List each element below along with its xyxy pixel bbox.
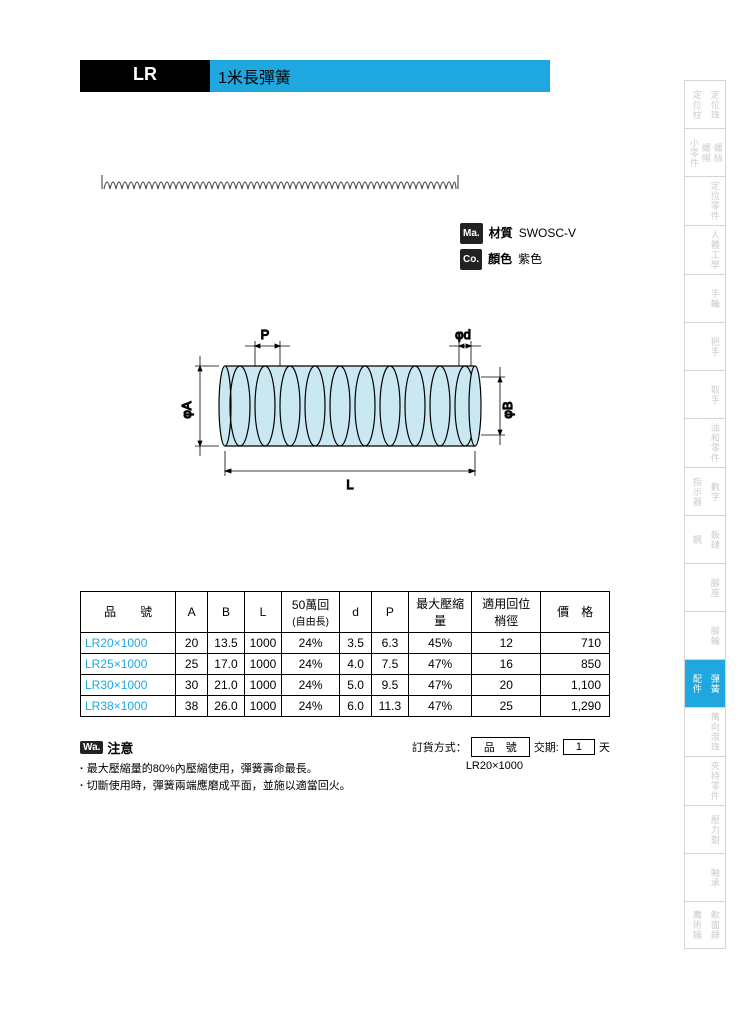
order-info: 訂貨方式： 品 號 交期: 1 天 LR20×1000 xyxy=(412,737,610,796)
sidebar-item[interactable]: 小零件螺帽螺絲 xyxy=(684,128,726,176)
svg-text:φd: φd xyxy=(455,327,471,342)
table-row: LR25×10002517.0100024%4.07.547%16850 xyxy=(81,653,610,674)
spring-diagram: P φd xyxy=(165,311,525,511)
warning-badge: Wa. xyxy=(80,741,103,754)
svg-text:φA: φA xyxy=(179,401,194,418)
table-row: LR20×10002013.5100024%3.56.345%12710 xyxy=(81,632,610,653)
table-header: d xyxy=(340,591,372,632)
note-bullet: 最大壓縮量的80%內壓縮使用，彈簧壽命最長。 xyxy=(80,761,392,779)
sidebar-item[interactable]: 腳座 xyxy=(684,563,726,611)
sidebar-item[interactable]: 定位柱定位珠 xyxy=(684,80,726,128)
page-header: LR 1米長彈簧 xyxy=(80,60,550,92)
svg-text:L: L xyxy=(346,477,353,492)
sidebar-item[interactable]: 定位零件 xyxy=(684,176,726,225)
table-header: 品 號 xyxy=(81,591,176,632)
sidebar-item[interactable]: 夾持零件 xyxy=(684,756,726,805)
sidebar-item[interactable]: 把手 xyxy=(684,322,726,370)
material-badge: Ma. xyxy=(460,223,483,244)
table-row: LR30×10003021.0100024%5.09.547%201,100 xyxy=(81,674,610,695)
material-info: Ma. 材質 SWOSC-V Co. 顏色 紫色 xyxy=(460,222,610,271)
sidebar-item[interactable]: 油和零件 xyxy=(684,418,726,467)
table-header: 50萬回(自由長) xyxy=(281,591,339,632)
part-number: LR38×1000 xyxy=(81,695,176,716)
sidebar-item[interactable]: 取手 xyxy=(684,370,726,418)
note-bullet: 切斷使用時，彈簧兩端應磨成平面，並施以適當回火。 xyxy=(80,778,392,796)
sidebar-item[interactable]: 軸承 xyxy=(684,853,726,901)
color-badge: Co. xyxy=(460,249,482,270)
sidebar-item[interactable]: 魔術鑰軟面錘 xyxy=(684,901,726,949)
table-row: LR38×10003826.0100024%6.011.347%251,290 xyxy=(81,695,610,716)
spring-photo xyxy=(100,172,460,192)
product-code: LR xyxy=(80,60,210,92)
svg-text:φB: φB xyxy=(500,401,515,418)
product-title: 1米長彈簧 xyxy=(210,60,550,92)
category-sidebar: 定位柱定位珠小零件螺帽螺絲定位零件人體工學手輪把手取手油和零件指示器數字鋼鈑鏈腳… xyxy=(684,80,726,949)
sidebar-item[interactable]: 壓力鉗 xyxy=(684,805,726,853)
sidebar-item[interactable]: 人體工學 xyxy=(684,225,726,274)
spec-table: 品 號ABL50萬回(自由長)dP最大壓縮量適用回位梢徑價 格 LR20×100… xyxy=(80,591,610,717)
part-number: LR20×1000 xyxy=(81,632,176,653)
table-header: 最大壓縮量 xyxy=(408,591,471,632)
notes-block: Wa. 注意 最大壓縮量的80%內壓縮使用，彈簧壽命最長。切斷使用時，彈簧兩端應… xyxy=(80,737,392,796)
sidebar-item[interactable]: 萬向滾珠 xyxy=(684,707,726,756)
part-number: LR30×1000 xyxy=(81,674,176,695)
table-header: B xyxy=(207,591,244,632)
sidebar-item[interactable]: 手輪 xyxy=(684,274,726,322)
table-header: L xyxy=(244,591,281,632)
sidebar-item[interactable]: 鋼鈑鏈 xyxy=(684,515,726,563)
sidebar-item[interactable]: 腳輪 xyxy=(684,611,726,659)
table-header: A xyxy=(176,591,208,632)
part-number: LR25×1000 xyxy=(81,653,176,674)
svg-text:P: P xyxy=(261,327,270,342)
sidebar-item[interactable]: 配件彈簧 xyxy=(684,659,726,707)
table-header: 適用回位梢徑 xyxy=(472,591,541,632)
sidebar-item[interactable]: 指示器數字 xyxy=(684,467,726,515)
table-header: P xyxy=(371,591,408,632)
table-header: 價 格 xyxy=(541,591,610,632)
